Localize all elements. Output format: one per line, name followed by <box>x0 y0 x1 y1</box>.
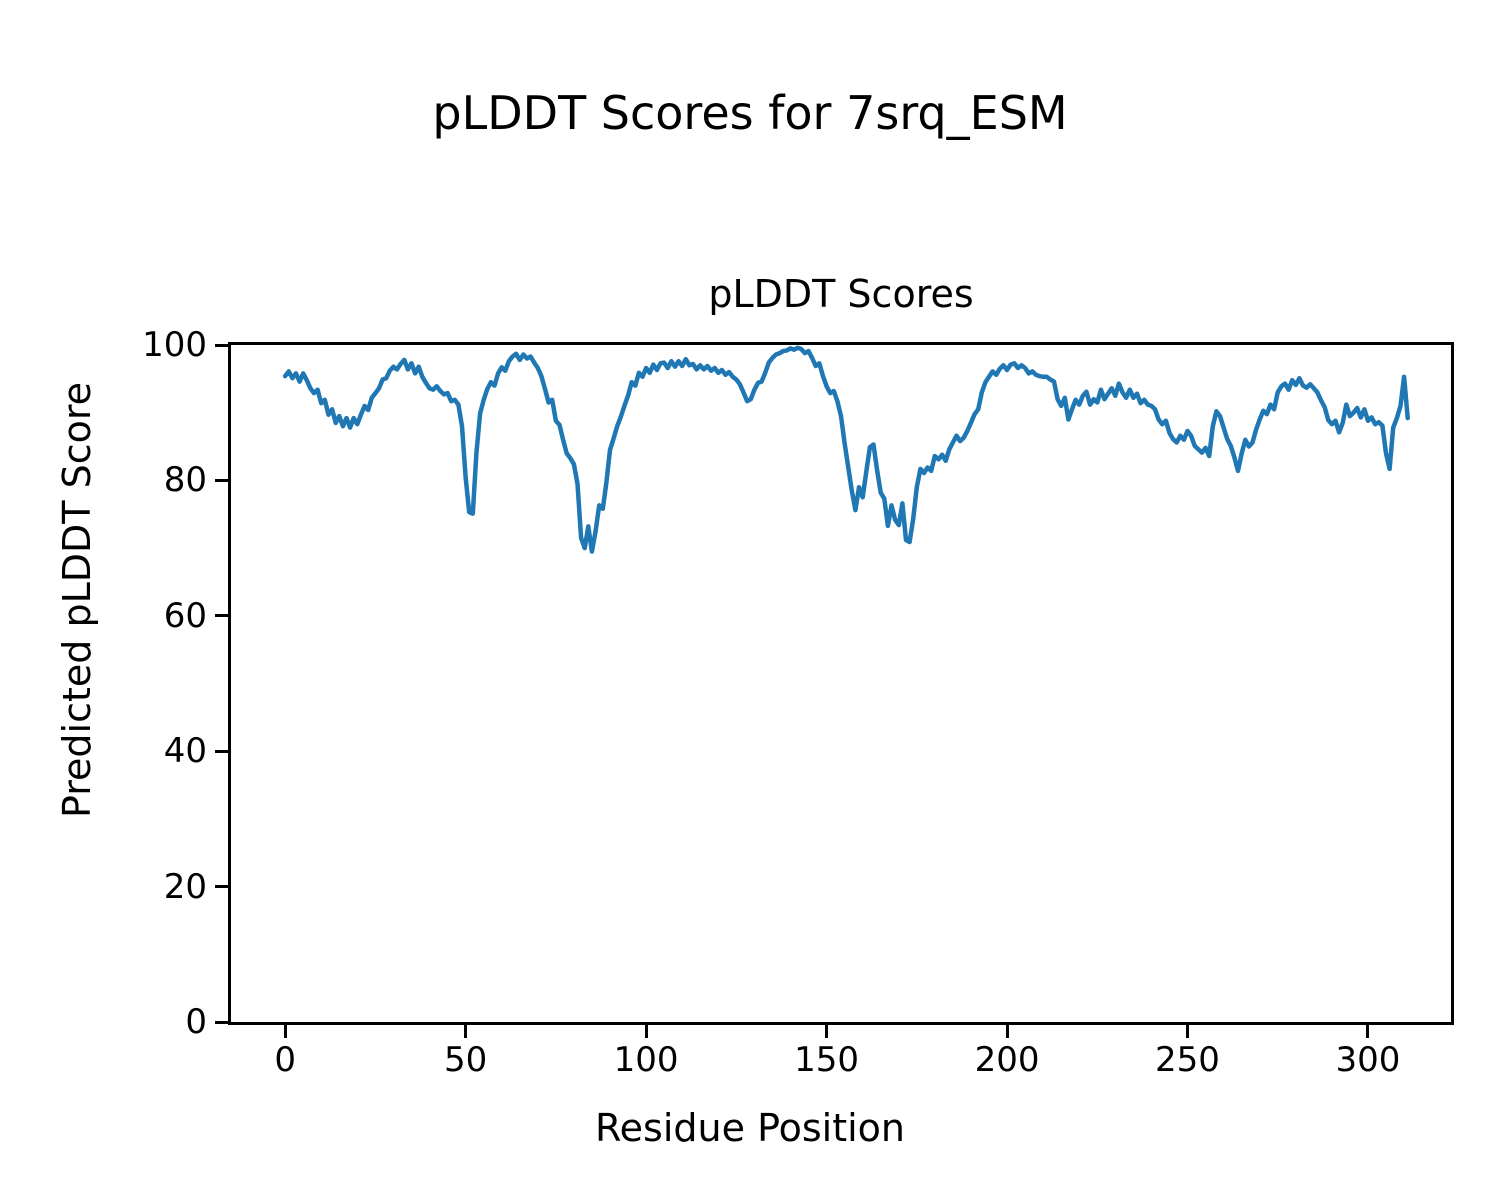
y-tick-mark <box>215 1020 228 1024</box>
figure-suptitle: pLDDT Scores for 7srq_ESM <box>432 86 1068 140</box>
y-tick-label: 60 <box>163 595 207 636</box>
x-tick-label: 0 <box>274 1040 296 1080</box>
axes-title: pLDDT Scores <box>708 272 974 316</box>
x-tick-label: 250 <box>1155 1040 1220 1080</box>
y-tick-mark <box>215 885 228 889</box>
x-tick-label: 300 <box>1335 1040 1401 1080</box>
y-tick-label: 0 <box>185 1002 207 1042</box>
y-tick-label: 80 <box>163 460 207 501</box>
x-tick-mark <box>1186 1025 1189 1038</box>
x-tick-mark <box>283 1025 287 1038</box>
y-tick-label: 40 <box>163 731 207 772</box>
x-tick-mark <box>644 1025 648 1038</box>
x-tick-label: 200 <box>974 1040 1040 1080</box>
x-tick-label: 50 <box>443 1040 488 1080</box>
y-tick-mark <box>215 478 228 482</box>
x-tick-mark <box>1005 1025 1009 1038</box>
x-axis-label: Residue Position <box>594 1106 906 1150</box>
y-tick-label: 100 <box>142 325 207 365</box>
x-tick-mark <box>1366 1025 1370 1038</box>
y-tick-mark <box>215 749 228 753</box>
y-tick-mark <box>215 343 228 347</box>
plddt-line-chart <box>282 345 1410 554</box>
x-tick-label: 150 <box>794 1040 859 1080</box>
plot-area <box>228 342 1454 1025</box>
x-tick-label: 100 <box>613 1040 679 1080</box>
y-tick-mark <box>215 614 228 618</box>
y-axis-label: Predicted pLDDT Score <box>55 382 99 818</box>
x-tick-mark <box>825 1025 829 1038</box>
x-tick-mark <box>464 1025 468 1038</box>
plddt-line <box>282 345 1410 554</box>
y-tick-label: 20 <box>163 866 207 907</box>
